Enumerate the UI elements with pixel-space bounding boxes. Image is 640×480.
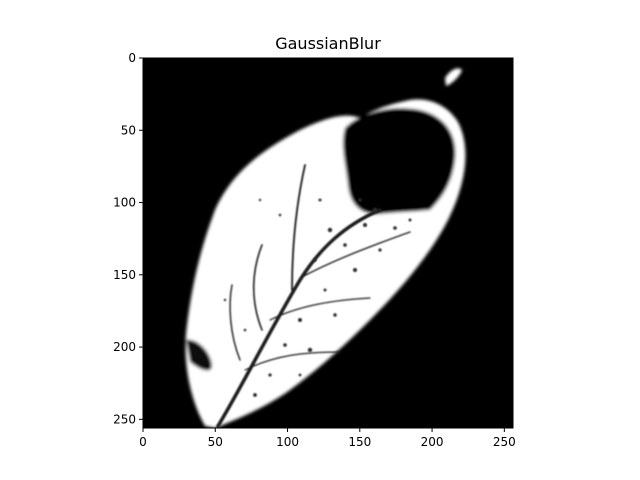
x-tick-label-5: 250: [493, 435, 516, 449]
x-tick-label-1: 50: [208, 435, 223, 449]
leaf-midrib: [216, 208, 382, 428]
y-axis-ticks: 0 50 100 150 200 250: [113, 51, 143, 426]
y-tick-label-2: 100: [113, 196, 136, 210]
figure-title: GaussianBlur: [275, 34, 381, 53]
x-tick-label-4: 200: [421, 435, 444, 449]
leaf-vein-5: [269, 297, 371, 321]
axes-frame: [142, 57, 514, 429]
leaf-vein-1: [252, 244, 263, 331]
leaf-dark-patch: [343, 108, 456, 215]
y-tick-label-4: 200: [113, 340, 136, 354]
y-tick-label-3: 150: [113, 268, 136, 282]
leaf-left-shadow: [186, 339, 212, 371]
leaf-vein-4: [299, 231, 411, 279]
blurred-leaf-image: [143, 58, 513, 428]
leaf-stem-tip: [445, 68, 462, 86]
y-tick-label-1: 50: [121, 123, 136, 137]
leaf-vein-6: [244, 351, 341, 371]
leaf-speckles: [223, 198, 412, 397]
y-tick-label-5: 250: [113, 412, 136, 426]
y-tick-label-0: 0: [128, 51, 136, 65]
leaf-vein-2: [291, 164, 306, 291]
x-tick-label-2: 100: [276, 435, 299, 449]
x-tick-label-0: 0: [139, 435, 147, 449]
x-axis-ticks: 0 50 100 150 200 250: [139, 428, 516, 449]
x-tick-label-3: 150: [348, 435, 371, 449]
leaf-vein-3: [229, 284, 241, 361]
